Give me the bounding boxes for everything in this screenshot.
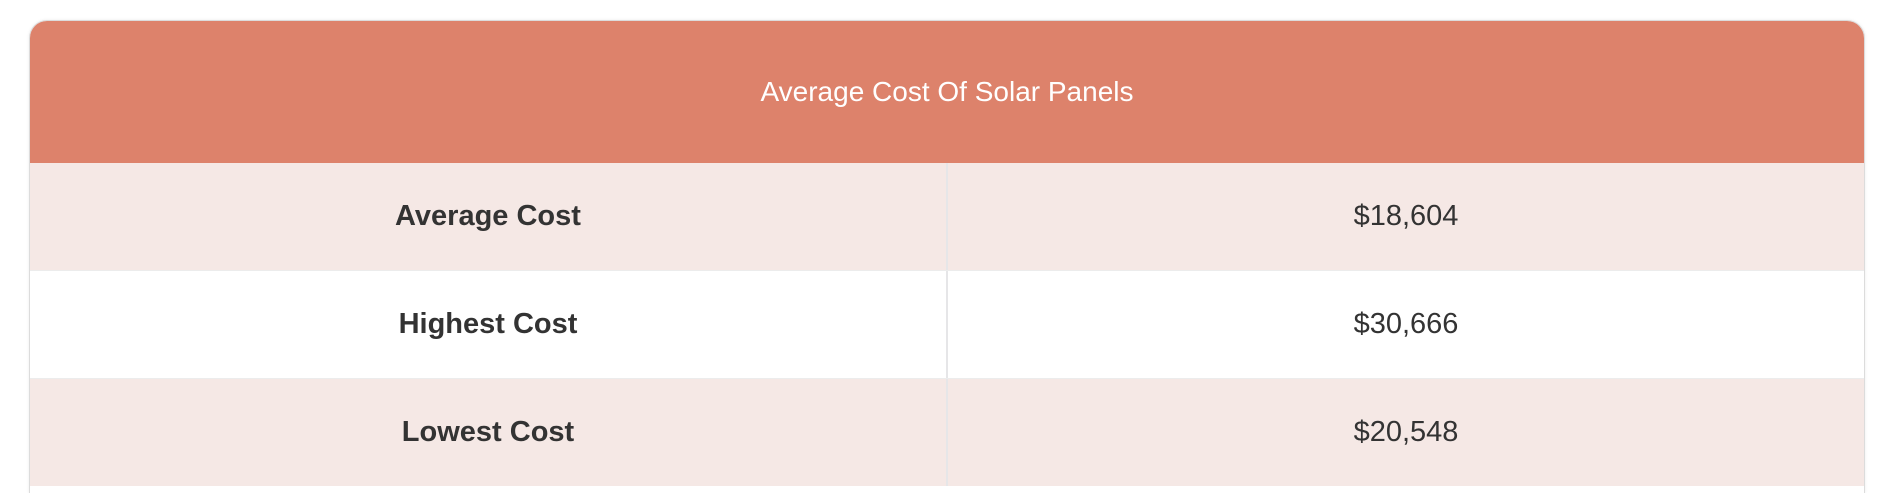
row-label-lowest-cost: Lowest Cost xyxy=(30,379,948,486)
row-label-highest-cost: Highest Cost xyxy=(30,271,948,378)
table-title: Average Cost Of Solar Panels xyxy=(760,76,1134,107)
row-label-average-cost: Average Cost xyxy=(30,163,948,270)
table-row: Average Cost $18,604 xyxy=(30,163,1864,271)
cost-table: Average Cost Of Solar Panels Average Cos… xyxy=(29,20,1865,493)
row-value-lowest-cost: $20,548 xyxy=(1353,416,1459,448)
table-row: Highest Cost $30,666 xyxy=(30,271,1864,379)
row-value-average-cost: $18,604 xyxy=(1353,200,1459,232)
table-row: Lowest Cost $20,548 xyxy=(30,379,1864,486)
row-value-highest-cost: $30,666 xyxy=(1353,308,1459,340)
table-header: Average Cost Of Solar Panels xyxy=(30,21,1864,163)
